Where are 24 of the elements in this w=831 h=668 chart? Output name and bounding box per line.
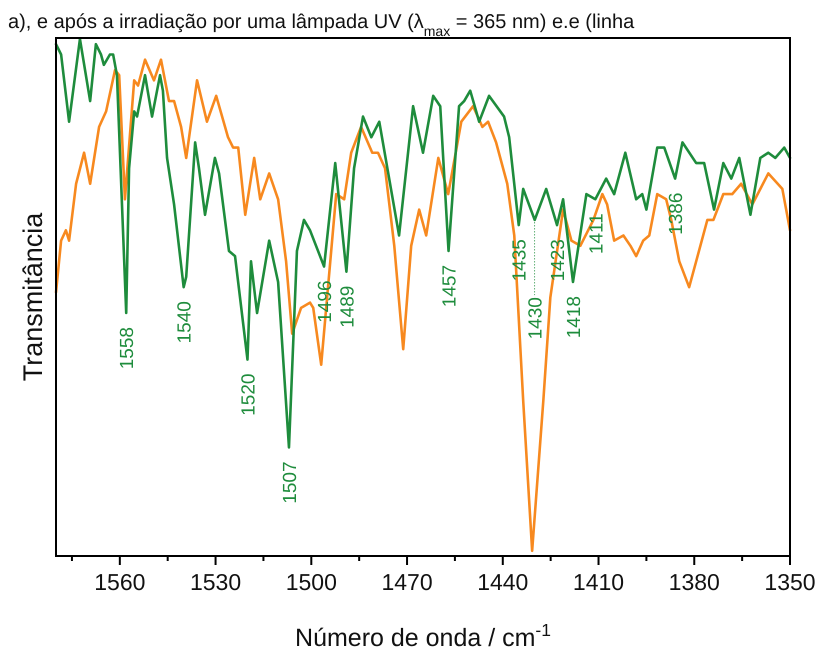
x-tick-label: 1410 <box>572 569 624 595</box>
x-tick-label: 1530 <box>190 569 242 595</box>
annotation: 1457 <box>440 264 461 308</box>
annotation: 1430 <box>526 297 547 340</box>
annotation: 1435 <box>510 239 531 282</box>
annotation: 1418 <box>564 296 585 338</box>
annotation: 1496 <box>315 280 336 323</box>
x-tick-label: 1560 <box>94 569 146 595</box>
annotation: 1520 <box>238 374 260 416</box>
x-tick-label: 1350 <box>764 569 816 595</box>
x-tick-label: 1500 <box>286 569 337 595</box>
x-tick-label: 1380 <box>668 569 720 595</box>
annotation: 1558 <box>117 327 138 370</box>
annotation: 1540 <box>174 301 196 344</box>
x-axis-title: Número de onda / cm$^{-1}$ <box>295 620 551 652</box>
x-tick-label: 1440 <box>477 569 528 595</box>
annotation: 1423 <box>548 239 570 282</box>
annotation: 1386 <box>666 192 688 235</box>
x-tick-label: 1470 <box>381 569 433 595</box>
annotation: 1489 <box>337 286 358 328</box>
chart-title: a), e após a irradiação por uma lâmpada UV (λ$_{max}$ = 365 nm) e.e (linha <box>8 11 636 39</box>
y-axis-title: Transmitância <box>18 212 48 382</box>
annotation: 1507 <box>280 461 301 504</box>
annotation: 1411 <box>586 213 608 254</box>
